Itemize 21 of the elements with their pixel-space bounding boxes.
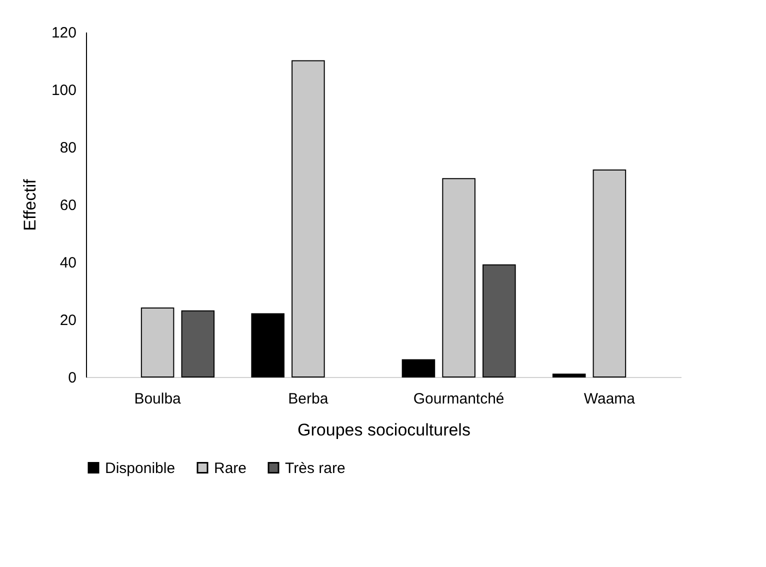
bar (181, 310, 215, 378)
bar (482, 264, 516, 378)
y-tick-label: 80 (60, 140, 76, 156)
legend-label: Rare (214, 460, 247, 477)
x-axis-title: Groupes socioculturels (298, 420, 470, 440)
x-tick-label: Waama (584, 390, 636, 408)
bar (402, 359, 436, 378)
bar (251, 313, 284, 378)
y-tick-label: 20 (60, 312, 76, 329)
x-tick-label: Gourmantché (413, 390, 504, 408)
y-tick-label: 120 (51, 24, 76, 42)
y-tick-label: 60 (60, 197, 76, 214)
x-tick-label: Boulba (134, 390, 182, 408)
y-tick-label: 0 (68, 370, 76, 386)
x-tick-label: Berba (288, 390, 329, 408)
y-axis-title: Effectif (20, 178, 40, 231)
bar (552, 374, 586, 378)
legend-label: Disponible (105, 460, 176, 477)
legend-label: Très rare (285, 460, 346, 477)
y-tick-label: 40 (60, 254, 76, 272)
y-tick-label: 100 (51, 82, 76, 99)
